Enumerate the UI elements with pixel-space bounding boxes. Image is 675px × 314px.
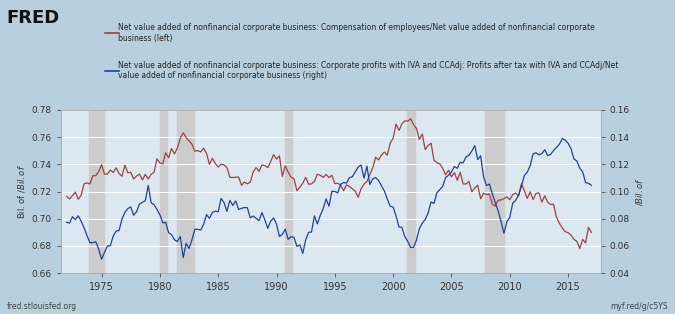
Text: FRED: FRED	[7, 9, 60, 27]
Y-axis label: $ /Bil. of $: $ /Bil. of $	[634, 177, 645, 206]
Text: myf.red/g/c5YS: myf.red/g/c5YS	[611, 302, 668, 311]
Bar	[178, 110, 194, 273]
Text: Net value added of nonfinancial corporate business: Compensation of employees/Ne: Net value added of nonfinancial corporat…	[118, 23, 595, 43]
Bar	[285, 110, 292, 273]
Bar	[160, 110, 167, 273]
Bar	[485, 110, 504, 273]
Text: fred.stlouisfed.org: fred.stlouisfed.org	[7, 302, 77, 311]
Bar	[88, 110, 104, 273]
Text: Net value added of nonfinancial corporate business: Corporate profits with IVA a: Net value added of nonfinancial corporat…	[118, 61, 618, 80]
Bar	[407, 110, 415, 273]
Y-axis label: Bil. of $/Bil. of $: Bil. of $/Bil. of $	[16, 164, 28, 219]
